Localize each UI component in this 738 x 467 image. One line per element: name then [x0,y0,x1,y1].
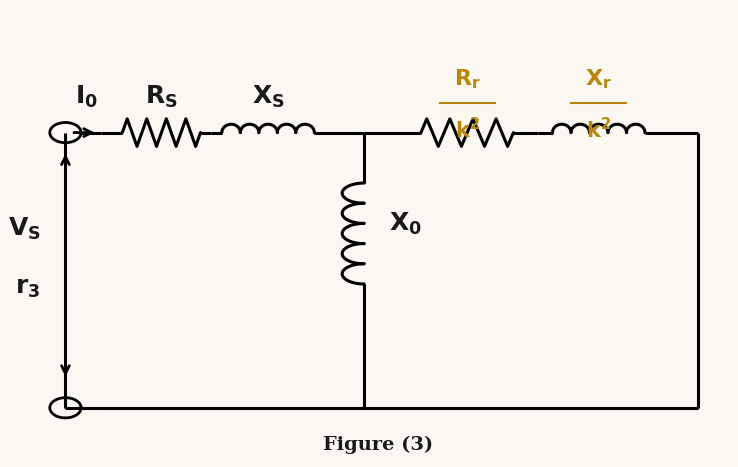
Text: $\mathbf{R_r}$: $\mathbf{R_r}$ [454,68,480,92]
Text: $\mathbf{X_r}$: $\mathbf{X_r}$ [585,68,613,92]
Text: $\mathbf{X_S}$: $\mathbf{X_S}$ [252,84,285,110]
Text: $\mathbf{r_3}$: $\mathbf{r_3}$ [15,277,41,300]
Text: $\mathbf{R_S}$: $\mathbf{R_S}$ [145,84,178,110]
Text: $\mathbf{k^2}$: $\mathbf{k^2}$ [455,117,480,142]
Text: $\mathbf{V_S}$: $\mathbf{V_S}$ [7,216,41,242]
Text: $\mathbf{X_0}$: $\mathbf{X_0}$ [389,211,422,237]
Text: Figure (3): Figure (3) [323,435,433,453]
Text: $\mathbf{k^2}$: $\mathbf{k^2}$ [586,117,611,142]
Text: $\mathbf{I_0}$: $\mathbf{I_0}$ [75,84,98,110]
